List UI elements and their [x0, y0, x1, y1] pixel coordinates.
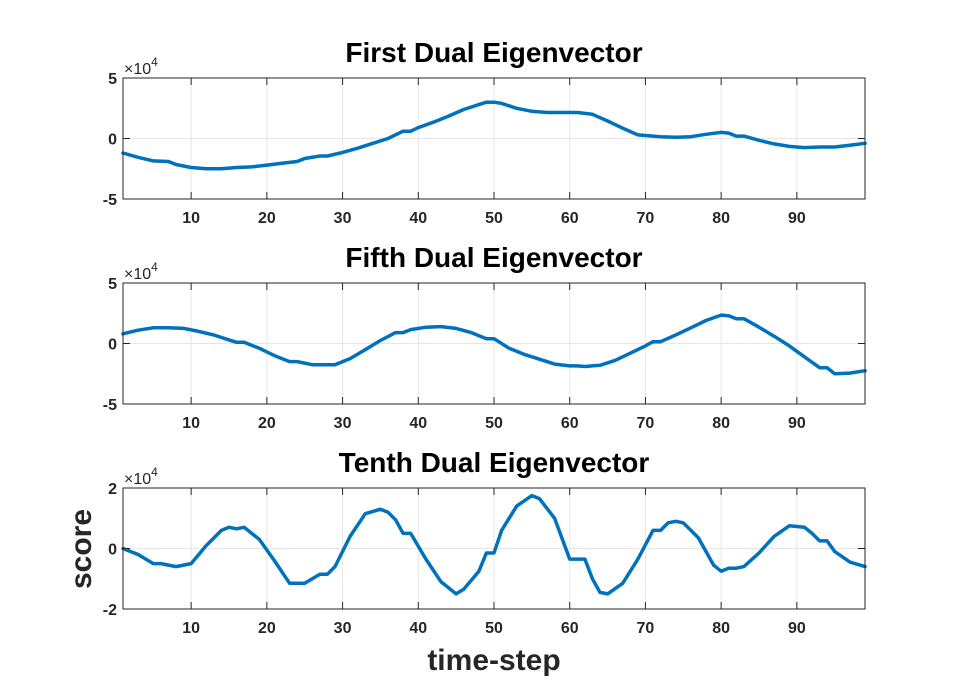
subplot-2-x-tick-label: 60 [561, 415, 579, 432]
subplot-2-title: Fifth Dual Eigenvector [345, 242, 642, 273]
subplot-1-x-tick-label: 90 [788, 210, 806, 227]
figure-xlabel: time-step [427, 644, 560, 677]
subplot-3-x-tick-label: 60 [561, 620, 579, 637]
subplot-3-y-tick-label: 2 [108, 481, 117, 498]
subplot-1-exponent: ×104 [124, 55, 158, 78]
subplot-2-x-tick-label: 20 [258, 415, 276, 432]
subplot-1-x-tick-label: 20 [258, 210, 276, 227]
subplot-1-x-tick-label: 50 [485, 210, 503, 227]
subplot-2: 10 20 30 40 50 60 70 80 90 -5 0 5 Fifth Dual Eigenve… [103, 242, 867, 432]
subplot-1-exponent-base: ×10 [124, 61, 151, 78]
subplot-2-x-tick-label: 30 [334, 415, 352, 432]
subplot-3-x-tick-label: 50 [485, 620, 503, 637]
subplot-1-y-tick-label: 5 [108, 71, 117, 88]
subplot-3-exponent-base: ×10 [124, 471, 151, 488]
subplot-1-x-tick-label: 70 [637, 210, 655, 227]
subplot-3: 10 20 30 40 50 60 70 80 90 -2 0 2 Tenth Dual Eigenve… [103, 447, 867, 637]
subplot-3-x-tick-label: 70 [637, 620, 655, 637]
subplot-1-x-tick-label: 80 [712, 210, 730, 227]
subplot-2-exponent: ×104 [124, 260, 158, 283]
subplot-2-series-line [121, 313, 867, 376]
subplot-2-exponent-power: 4 [151, 260, 158, 274]
subplot-2-x-tick-label: 10 [182, 415, 200, 432]
figure-ylabel: score [65, 509, 98, 589]
subplot-1-series-line [121, 100, 867, 171]
subplot-1: 10 20 30 40 50 60 70 80 90 -5 0 5 First Dual Eigenve… [103, 37, 867, 227]
subplot-1-title: First Dual Eigenvector [345, 37, 642, 68]
subplot-2-y-tick-label: 5 [108, 276, 117, 293]
subplot-3-x-tick-label: 90 [788, 620, 806, 637]
subplot-3-title: Tenth Dual Eigenvector [339, 447, 650, 478]
subplot-3-y-tick-label: -2 [103, 602, 117, 619]
subplot-2-x-tick-label: 70 [637, 415, 655, 432]
subplot-2-x-tick-label: 50 [485, 415, 503, 432]
subplot-1-exponent-power: 4 [151, 55, 158, 69]
subplot-3-exponent-power: 4 [151, 465, 158, 479]
subplot-2-x-tick-label: 40 [409, 415, 427, 432]
subplot-3-x-tick-label: 20 [258, 620, 276, 637]
subplot-2-x-tick-label: 90 [788, 415, 806, 432]
subplot-3-y-tick-label: 0 [108, 542, 117, 559]
subplot-2-exponent-base: ×10 [124, 266, 151, 283]
subplot-3-exponent: ×104 [124, 465, 158, 488]
subplot-3-x-tick-label: 10 [182, 620, 200, 637]
subplot-1-x-tick-label: 60 [561, 210, 579, 227]
subplot-3-series-line [121, 493, 867, 596]
subplot-3-x-tick-label: 30 [334, 620, 352, 637]
subplot-3-x-tick-label: 80 [712, 620, 730, 637]
subplot-1-y-tick-label: 0 [108, 132, 117, 149]
subplot-2-y-tick-label: -5 [103, 397, 117, 414]
subplot-2-y-tick-label: 0 [108, 337, 117, 354]
subplot-1-x-tick-label: 40 [409, 210, 427, 227]
subplot-3-x-tick-label: 40 [409, 620, 427, 637]
subplot-2-x-tick-label: 80 [712, 415, 730, 432]
subplot-1-x-tick-label: 30 [334, 210, 352, 227]
subplot-1-x-tick-label: 10 [182, 210, 200, 227]
subplot-1-y-tick-label: -5 [103, 192, 117, 209]
